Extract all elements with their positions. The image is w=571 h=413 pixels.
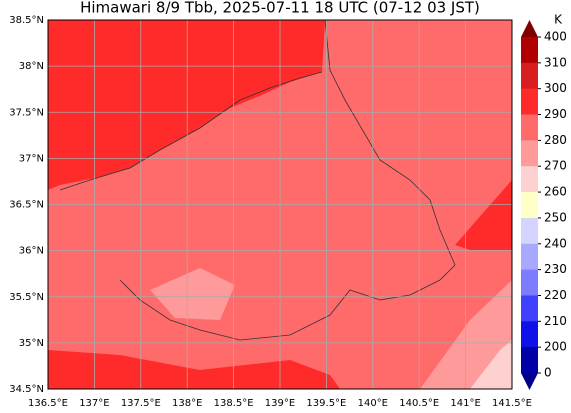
colorbar-segment [521, 37, 538, 64]
lat-label: 38.5°N [9, 15, 44, 26]
lon-label: 140.5°E [399, 398, 439, 409]
colorbar-segment [521, 62, 538, 90]
lat-label: 34.5°N [9, 384, 44, 395]
lat-label: 35.5°N [9, 292, 44, 303]
map-title: Himawari 8/9 Tbb, 2025-07-11 18 UTC (07-… [80, 0, 480, 17]
colorbar-tick-label: 310 [544, 55, 567, 69]
colorbar-tick-label: 240 [544, 236, 567, 250]
colorbar-tick-label: 290 [544, 107, 567, 121]
lon-label: 137.5°E [121, 398, 161, 409]
colorbar: 400 310 300 290 280 270 260 250 240 230 220 210 200 0 [521, 20, 567, 390]
colorbar-tick-label: 200 [544, 340, 567, 354]
colorbar-segment [521, 166, 538, 193]
colorbar-tick-label: 220 [544, 288, 567, 302]
colorbar-extend-top [521, 20, 538, 37]
colorbar-segment [521, 217, 538, 245]
colorbar-extend-bottom [521, 373, 538, 390]
colorbar-segment [521, 192, 538, 219]
colorbar-tick-label: 210 [544, 314, 567, 328]
colorbar-tick-label: 0 [544, 366, 552, 380]
lon-label: 138°E [172, 398, 202, 409]
colorbar-unit: K [554, 13, 563, 27]
map-frame [47, 19, 513, 390]
colorbar-tick-label: 260 [544, 185, 567, 199]
colorbar-segment [521, 114, 538, 141]
lon-label: 137°E [79, 398, 109, 409]
colorbar-segment [521, 140, 538, 167]
lon-label: 141°E [450, 398, 480, 409]
lat-label: 37.5°N [9, 107, 44, 118]
lon-label: 138.5°E [214, 398, 254, 409]
lon-label: 139.5°E [306, 398, 346, 409]
colorbar-tick-label: 300 [544, 81, 567, 95]
lat-label: 38°N [19, 61, 44, 72]
colorbar-segment [521, 243, 538, 271]
lon-label: 141.5°E [492, 398, 532, 409]
lat-label: 35°N [19, 338, 44, 349]
colorbar-tick-label: 270 [544, 159, 567, 173]
lon-label: 136.5°E [28, 398, 68, 409]
colorbar-segment [521, 321, 538, 348]
colorbar-tick-label: 280 [544, 133, 567, 147]
lat-label: 37°N [19, 153, 44, 164]
colorbar-segment [521, 347, 538, 374]
lon-label: 140°E [358, 398, 388, 409]
lat-label: 36°N [19, 246, 44, 257]
colorbar-tick-label: 230 [544, 262, 567, 276]
colorbar-segment [521, 88, 538, 116]
lat-label: 36.5°N [9, 200, 44, 211]
colorbar-tick-label: 400 [544, 30, 567, 44]
colorbar-segment [521, 269, 538, 296]
colorbar-tick-label: 250 [544, 210, 567, 224]
colorbar-segment [521, 295, 538, 322]
lon-label: 139°E [265, 398, 295, 409]
